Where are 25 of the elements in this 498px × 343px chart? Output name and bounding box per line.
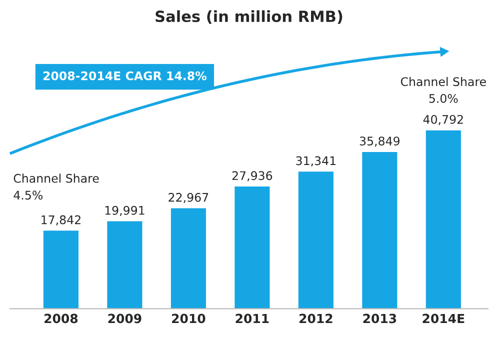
data-label: 17,842 [42,215,80,226]
chart-title: Sales (in million RMB) [156,10,342,24]
x-tick-label: 2013 [363,314,396,324]
data-label: 19,991 [105,206,144,216]
text: 2008-2014E CAGR 14.8% [43,71,207,80]
x-tick-label: 2010 [172,314,206,324]
bar [234,186,270,309]
bar [43,230,78,309]
data-label: 31,341 [296,156,336,166]
x-tick-label: 2012 [300,314,332,324]
bar [170,208,206,309]
x-tick-label: 2014E [422,314,464,324]
bar [362,152,398,309]
x-tick-label: 2008 [44,314,78,324]
data-label: 27,936 [232,171,272,182]
annotation: Channel Share 4.5% [14,174,99,200]
data-label: 22,967 [168,192,208,204]
text: Channel Share 5.0% [400,76,486,103]
x-tick-label: 2011 [236,314,269,324]
data-label: 40,792 [423,114,463,126]
x-tick-label: 2009 [108,314,142,324]
bar [298,172,334,309]
bar [107,221,142,309]
data-label: 35,849 [360,136,400,147]
bar [426,130,461,309]
